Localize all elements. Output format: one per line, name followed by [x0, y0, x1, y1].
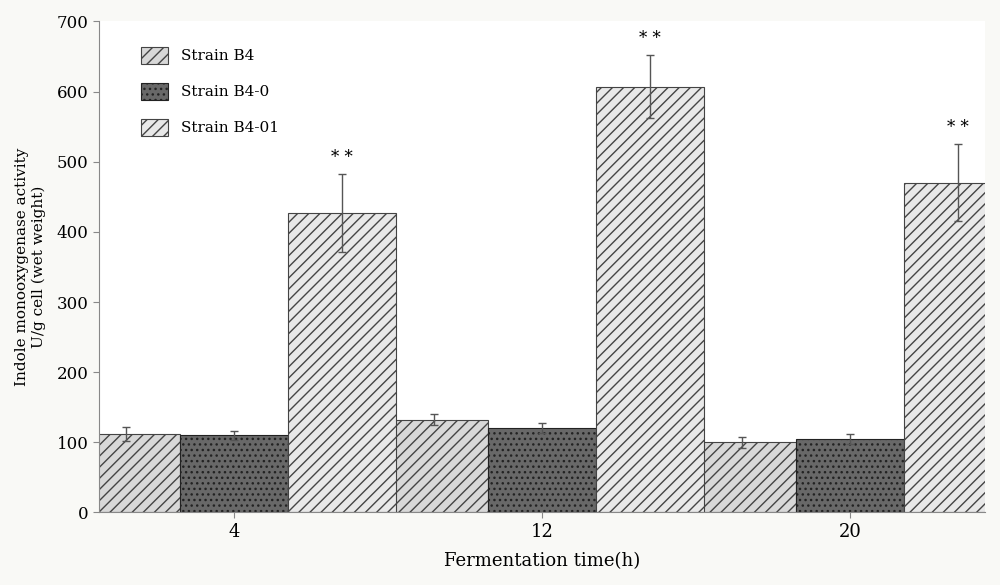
- Bar: [488, 428, 596, 512]
- Bar: [72, 434, 180, 512]
- Bar: [288, 213, 396, 512]
- Y-axis label: Indole monooxygenase activity
U/g cell (wet weight): Indole monooxygenase activity U/g cell (…: [15, 148, 46, 386]
- Bar: [380, 420, 488, 512]
- Bar: [688, 442, 796, 512]
- Bar: [180, 435, 288, 512]
- Text: * *: * *: [947, 119, 969, 136]
- Text: * *: * *: [331, 149, 353, 166]
- Bar: [596, 87, 704, 512]
- Bar: [796, 439, 904, 512]
- Legend: Strain B4, Strain B4-0, Strain B4-01: Strain B4, Strain B4-0, Strain B4-01: [133, 39, 286, 144]
- X-axis label: Fermentation time(h): Fermentation time(h): [444, 552, 640, 570]
- Bar: [904, 183, 1000, 512]
- Text: * *: * *: [639, 30, 661, 47]
